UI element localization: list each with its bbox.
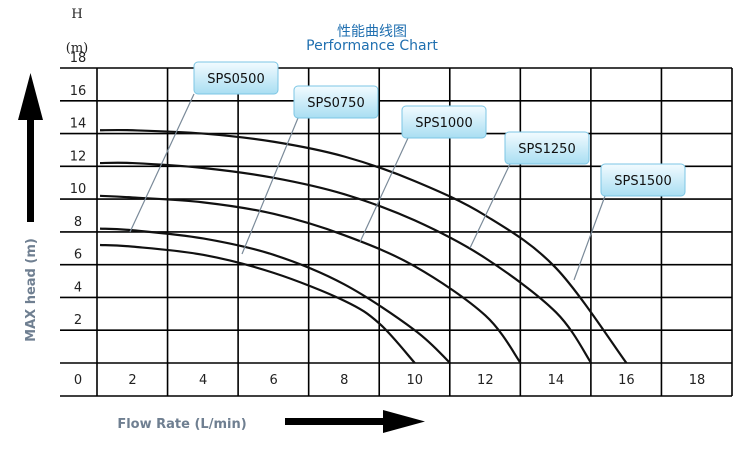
chart-subtitle: Performance Chart [306,38,438,54]
series-label-box [401,105,487,139]
y-tick-label: 18 [70,51,87,66]
x-axis-arrow [285,410,425,433]
chart-title: 性能曲线图 [337,24,407,40]
series-label-box [600,163,686,197]
x-tick-label: 14 [548,373,565,388]
y-tick-label: 6 [74,248,82,263]
leader-line-sps1250 [469,163,511,249]
tick-labels: 2 4 6 8 10 12 14 16 18 0 2 4 6 8 10 12 14 16 18 [70,51,706,388]
y-axis-arrow [18,73,43,222]
y-tick-label: 10 [70,182,87,197]
series-labels: SPS0500 SPS0750 SPS1000 SPS1250 SPS1500 [193,61,686,197]
series-label-sps1500: SPS1500 [614,174,671,189]
x-tick-label: 0 [74,373,82,388]
x-tick-label: 4 [199,373,207,388]
series-label-box [504,131,590,165]
curve-sps0750 [99,227,451,364]
leader-line-sps0750 [241,117,299,255]
leader-line-sps0500 [129,93,195,233]
y-tick-label: 2 [74,313,82,328]
series-label-box [193,61,279,95]
series-label-box [293,85,379,119]
label-leader-lines [129,93,606,281]
series-label-sps0750: SPS0750 [307,96,364,111]
x-tick-label: 18 [689,373,706,388]
curve-sps1000 [99,194,522,364]
series-label-sps0500: SPS0500 [207,72,264,87]
y-unit-bottom: (m) [66,41,88,56]
x-axis-label: Flow Rate (L/min) [117,417,246,432]
series-label-sps1250: SPS1250 [518,142,575,157]
x-tick-label: 6 [270,373,278,388]
x-tick-label: 8 [340,373,348,388]
x-tick-label: 12 [477,373,494,388]
y-tick-label: 8 [74,215,82,230]
series-label-sps1000: SPS1000 [415,116,472,131]
y-unit-top: H [71,7,82,22]
curve-sps1250 [99,161,593,364]
y-tick-label: 16 [70,84,87,99]
curve-sps1500 [99,128,628,364]
leader-line-sps1500 [573,195,606,281]
x-tick-label: 2 [128,373,136,388]
series-curves [99,128,628,364]
x-tick-label: 16 [618,373,635,388]
curve-sps0500 [99,243,416,364]
x-tick-label: 10 [407,373,424,388]
y-tick-label: 4 [74,280,82,295]
leader-line-sps1000 [359,137,409,243]
y-tick-label: 14 [70,117,87,132]
y-axis-label: MAX head (m) [24,238,39,342]
y-tick-label: 12 [70,149,87,164]
